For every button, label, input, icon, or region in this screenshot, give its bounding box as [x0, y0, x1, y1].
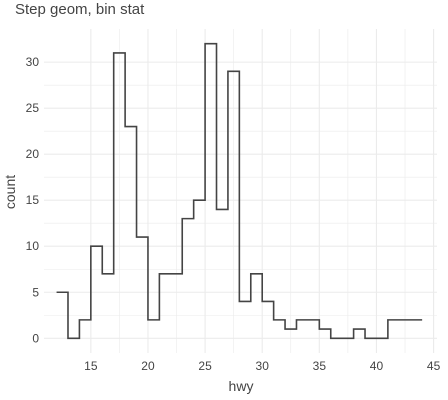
y-tick-label: 5 [32, 285, 39, 299]
x-axis-title: hwy [229, 378, 254, 394]
x-tick-label: 45 [427, 359, 441, 373]
x-tick-label: 20 [141, 359, 155, 373]
y-tick-label: 25 [26, 101, 40, 115]
y-tick-label: 20 [26, 147, 40, 161]
x-tick-label: 25 [198, 359, 212, 373]
x-axis-ticks: 15 20 25 30 35 40 45 [84, 359, 440, 373]
x-tick-label: 30 [256, 359, 270, 373]
x-tick-label: 15 [84, 359, 98, 373]
grid [44, 29, 437, 353]
y-tick-label: 15 [26, 193, 40, 207]
x-tick-label: 35 [313, 359, 327, 373]
y-tick-label: 0 [32, 331, 39, 345]
y-axis-ticks: 0 5 10 15 20 25 30 [26, 55, 40, 345]
y-tick-label: 30 [26, 55, 40, 69]
step-line [57, 44, 423, 339]
x-tick-label: 40 [370, 359, 384, 373]
y-tick-label: 10 [26, 239, 40, 253]
y-axis-title: count [2, 175, 18, 209]
